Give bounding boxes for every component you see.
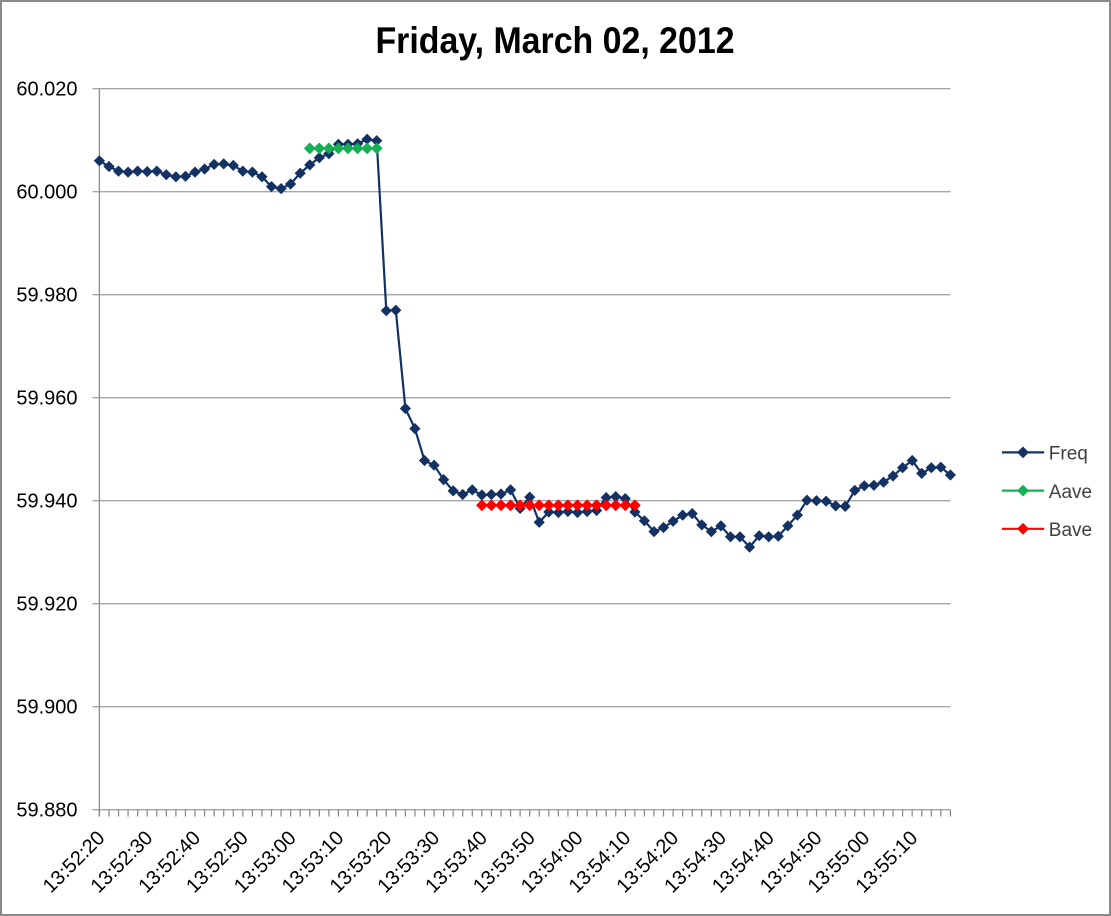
svg-text:Bave: Bave (1049, 520, 1092, 541)
svg-text:Freq: Freq (1049, 444, 1088, 465)
svg-text:59.880: 59.880 (16, 800, 77, 822)
svg-text:59.900: 59.900 (16, 697, 77, 719)
svg-text:59.960: 59.960 (16, 388, 77, 410)
svg-text:59.980: 59.980 (16, 285, 77, 307)
svg-text:59.940: 59.940 (16, 491, 77, 513)
svg-text:59.920: 59.920 (16, 594, 77, 616)
svg-text:Friday, March 02, 2012: Friday, March 02, 2012 (375, 20, 734, 62)
svg-text:60.000: 60.000 (16, 182, 77, 204)
svg-text:60.020: 60.020 (16, 79, 77, 101)
svg-text:Aave: Aave (1049, 482, 1092, 503)
